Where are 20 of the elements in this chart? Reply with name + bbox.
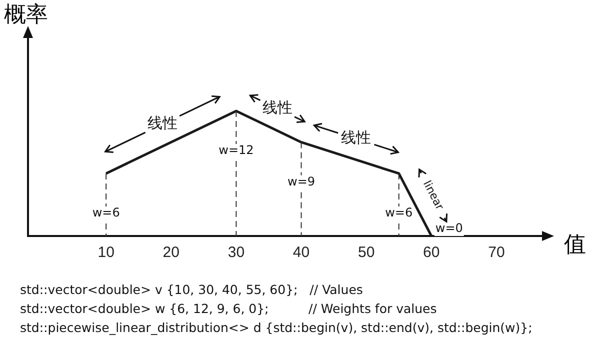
x-axis-title: 值 [564,232,586,258]
x-tick-label: 10 [98,244,114,262]
x-tick-label: 40 [292,244,310,262]
text: std::piecewise_linear_distribution<> d {std::begin(v), std::end(v), std::begin(w)}; [20,319,532,337]
text: std::vector<double> v {10, 30, 40, 55, 60}; // Values [20,281,364,299]
x-tick-label: 60 [423,244,440,262]
annotation: 线性 [262,98,292,116]
annotation: 线性 [341,128,372,147]
data-label: w=9 [288,174,316,188]
text: std::vector<double> w {6, 12, 9, 6, 0}; // Weights for values [20,300,438,318]
x-tick-label: 30 [228,244,245,262]
x-tick-label: 50 [358,244,375,262]
data-label: w=6 [92,206,120,220]
data-label: w=0 [435,221,463,236]
data-label: w=12 [218,143,254,158]
data-label: w=6 [385,206,413,220]
x-tick-label: 70 [488,244,505,262]
annotation: 线性 [147,114,178,132]
x-tick-label: 20 [162,244,180,262]
y-axis-title: 概率 [4,2,48,28]
